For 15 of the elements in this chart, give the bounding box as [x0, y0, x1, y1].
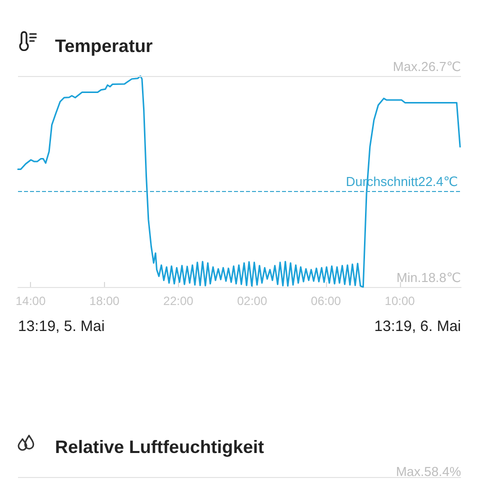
x-tick-label: 06:00	[310, 294, 342, 308]
x-tick-label: 02:00	[237, 294, 268, 308]
text: 13:19, 5. Mai	[18, 318, 105, 335]
y-tick-label: 26.7℃	[421, 59, 461, 74]
y-tick-label: 18.8℃	[421, 270, 461, 285]
annotation: Min.	[396, 270, 422, 285]
text: Max.	[392, 59, 422, 74]
x-tick-label: 14:00	[16, 294, 46, 308]
text: Relative Luftfeuchtigkeit	[55, 437, 264, 457]
text: 13:19, 6. Mai	[374, 318, 461, 335]
text: Max.58.4%	[396, 464, 462, 479]
x-tick-label: 10:00	[384, 294, 416, 308]
chart-title: Temperatur	[55, 36, 153, 56]
x-tick-label: 18:00	[89, 294, 120, 308]
x-tick-label: 22:00	[163, 294, 194, 308]
